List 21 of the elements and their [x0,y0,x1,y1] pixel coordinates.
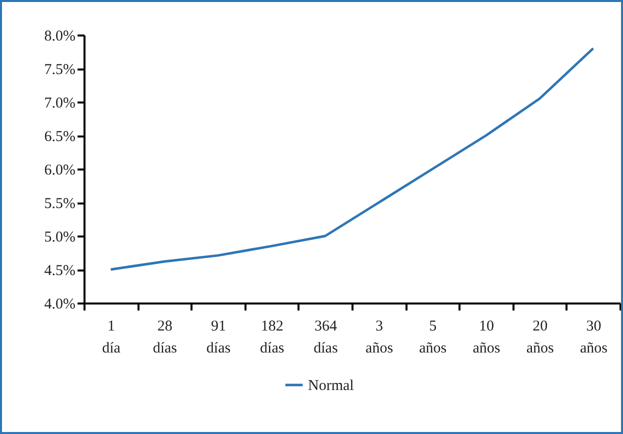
y-tick-label: 4.0% [44,296,76,312]
y-tick-label: 6.5% [44,129,76,145]
y-tick-label: 7.0% [44,96,76,112]
y-tick-label: 7.5% [44,62,76,78]
x-tick-label: 5 años [419,318,447,356]
y-tick-label: 5.5% [44,196,76,212]
x-tick-label: 364 días [314,318,338,356]
y-tick-label: 5.0% [44,230,76,246]
x-tick-label: 30 años [580,318,608,356]
y-tick-label: 4.5% [44,263,76,279]
x-tick-label: 182 días [260,318,284,356]
y-tick-label: 6.0% [44,162,76,178]
x-tick-label: 28 días [152,318,178,356]
y-tick-label: 8.0% [44,28,76,44]
x-tick-label: 20 años [526,318,554,356]
x-tick-label: 91 días [206,318,231,356]
x-tick-label: 3 años [366,318,394,356]
line-series [110,47,594,271]
x-tick-label: 1 día [102,318,121,356]
legend-label: Normal [308,378,354,394]
x-tick-label: 10 años [472,318,500,356]
